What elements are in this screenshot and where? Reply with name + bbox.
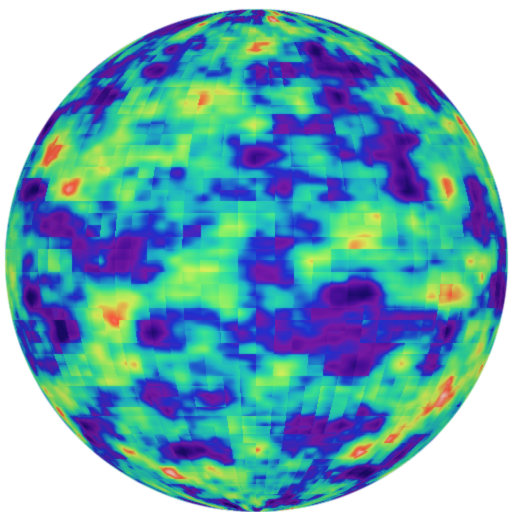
image-canvas-container xyxy=(0,0,512,512)
textured-sphere xyxy=(0,0,512,512)
